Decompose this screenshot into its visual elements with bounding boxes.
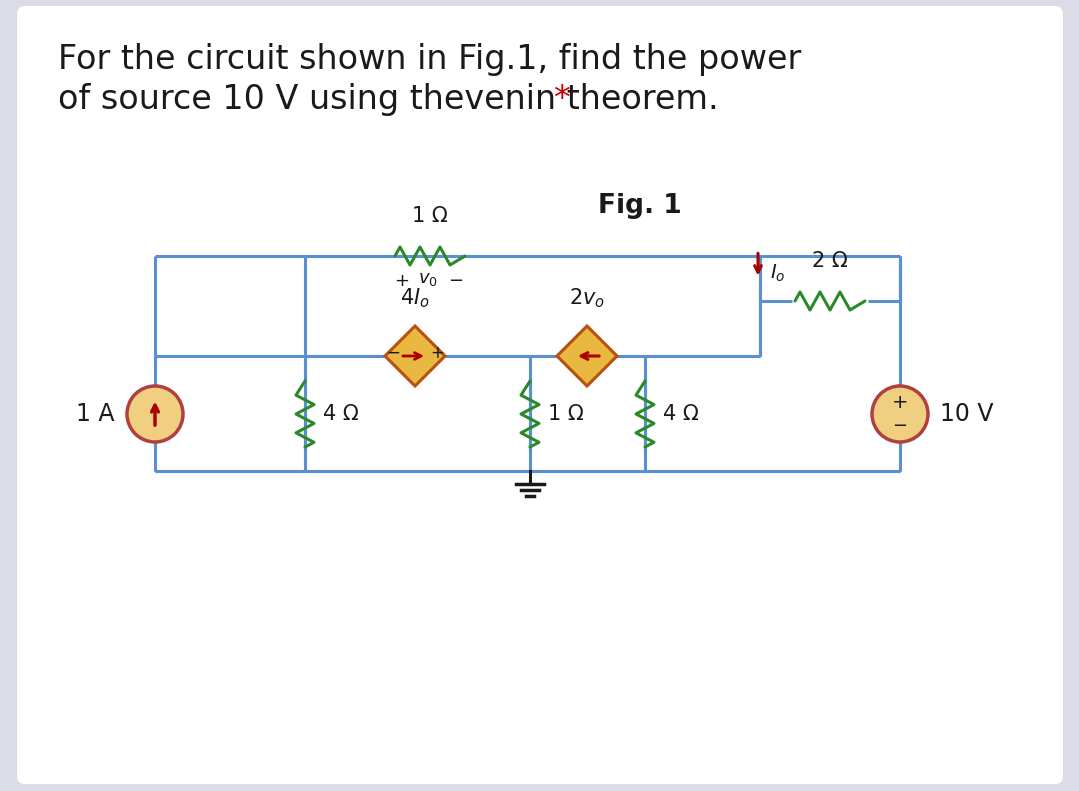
Text: For the circuit shown in Fig.1, find the power: For the circuit shown in Fig.1, find the… — [58, 43, 802, 76]
Text: 1 A: 1 A — [77, 402, 115, 426]
Text: +: + — [431, 344, 443, 362]
Circle shape — [872, 386, 928, 442]
Text: 1 Ω: 1 Ω — [548, 404, 584, 424]
Text: $v_0$: $v_0$ — [418, 270, 438, 288]
Text: $2v_o$: $2v_o$ — [569, 286, 605, 310]
Text: Fig. 1: Fig. 1 — [598, 193, 682, 219]
Text: −: − — [892, 417, 907, 435]
Text: 4 Ω: 4 Ω — [663, 404, 699, 424]
FancyBboxPatch shape — [17, 6, 1063, 784]
Text: $I_o$: $I_o$ — [770, 263, 786, 284]
Circle shape — [127, 386, 183, 442]
Text: 1 Ω: 1 Ω — [412, 206, 448, 226]
Text: +: + — [891, 393, 909, 412]
Text: $4I_o$: $4I_o$ — [400, 286, 429, 310]
Polygon shape — [385, 326, 445, 386]
Polygon shape — [557, 326, 617, 386]
Text: 2 Ω: 2 Ω — [812, 251, 848, 271]
Text: +: + — [395, 272, 410, 290]
Text: 10 V: 10 V — [940, 402, 994, 426]
Text: −: − — [449, 272, 464, 290]
Text: of source 10 V using thevenin theorem.: of source 10 V using thevenin theorem. — [58, 83, 719, 116]
Text: −: − — [386, 344, 400, 362]
Text: *: * — [554, 83, 570, 116]
Text: 4 Ω: 4 Ω — [323, 404, 358, 424]
